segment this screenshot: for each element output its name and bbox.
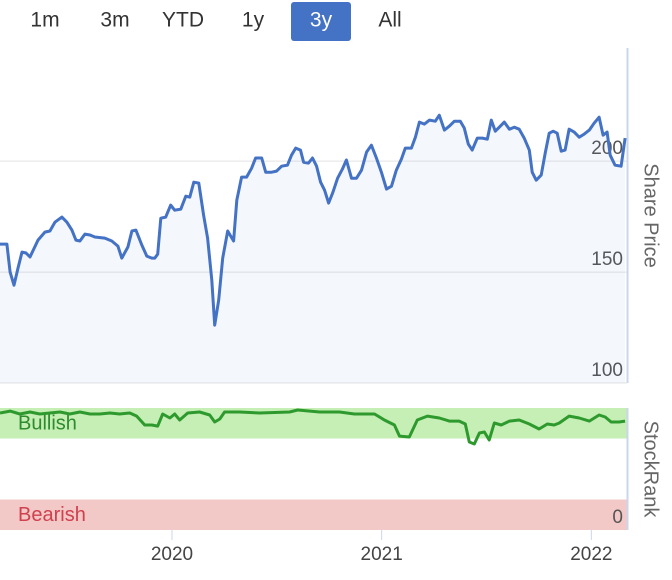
range-button-label: 3y xyxy=(310,9,333,32)
y-tick-label: 100 xyxy=(591,360,623,381)
y-tick-label: 0 xyxy=(612,507,623,528)
range-button[interactable]: 3y xyxy=(291,2,351,41)
axis-title: StockRank xyxy=(640,421,662,519)
line xyxy=(0,113,627,327)
range-button-label: All xyxy=(378,9,401,32)
line xyxy=(0,408,626,446)
x-tick-label: 2021 xyxy=(361,544,403,565)
range-button-label: 1y xyxy=(242,9,265,32)
band xyxy=(0,499,627,530)
range-button-bg xyxy=(291,2,351,41)
range-button-label: 3m xyxy=(100,9,129,32)
range-button[interactable]: 3m xyxy=(100,9,129,32)
x-tick-label: 2022 xyxy=(570,544,612,565)
band-label: Bullish xyxy=(18,413,77,435)
y-tick-label: 150 xyxy=(591,249,623,270)
range-button[interactable]: 1y xyxy=(242,9,265,32)
x-tick-label: 2020 xyxy=(151,544,193,565)
band-label: Bearish xyxy=(18,504,86,526)
range-button[interactable]: 1m xyxy=(30,9,59,32)
range-button[interactable]: YTD xyxy=(162,9,204,32)
area xyxy=(0,115,626,383)
plots: 100 150 200 Share Price Bullish Bearish 0 Stock… xyxy=(0,48,662,565)
range-button-label: 1m xyxy=(30,9,59,32)
range-button-label: YTD xyxy=(162,9,204,32)
range-button[interactable]: All xyxy=(378,9,401,32)
axis-title: Share Price xyxy=(640,163,662,268)
y-tick-label: 200 xyxy=(591,138,623,159)
range-selector: 1m 3m YTD 1y 3y All xyxy=(30,2,402,41)
